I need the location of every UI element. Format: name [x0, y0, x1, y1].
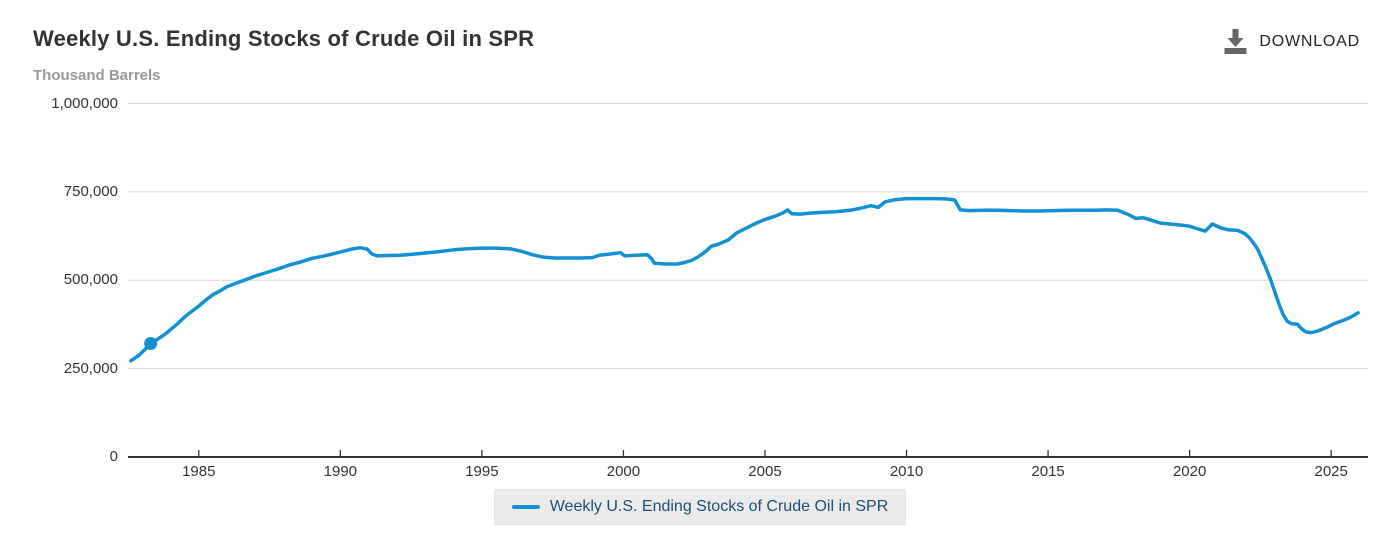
y-tick-label: 250,000	[63, 359, 118, 377]
legend-line-swatch	[511, 505, 540, 509]
download-button-label: DOWNLOAD	[1259, 32, 1360, 50]
x-tick-label: 2010	[889, 463, 924, 480]
x-tick-label: 1995	[465, 463, 499, 480]
x-tick-label: 2005	[748, 463, 782, 480]
download-icon	[1223, 28, 1248, 55]
legend-container: Weekly U.S. Ending Stocks of Crude Oil i…	[0, 489, 1400, 525]
series-point-marker[interactable]	[144, 337, 158, 351]
legend-label: Weekly U.S. Ending Stocks of Crude Oil i…	[549, 498, 889, 515]
download-button[interactable]: DOWNLOAD	[1223, 28, 1360, 55]
page-title: Weekly U.S. Ending Stocks of Crude Oil i…	[33, 26, 535, 51]
x-tick-label: 2025	[1314, 463, 1348, 480]
line-chart-canvas	[128, 103, 1368, 458]
y-axis-units-label: Thousand Barrels	[33, 67, 161, 84]
y-tick-label: 0	[109, 448, 118, 465]
y-tick-label: 1,000,000	[51, 94, 118, 112]
spr-series-line[interactable]	[129, 196, 1360, 363]
x-tick-label: 1985	[182, 463, 216, 480]
y-tick-label: 750,000	[63, 182, 118, 200]
chart-area: 0 250,000 500,000 750,000 1,000,000 1985 1990…	[51, 94, 1368, 480]
x-tick-label: 2020	[1172, 463, 1207, 480]
x-tick-label: 1990	[323, 463, 358, 480]
y-tick-label: 500,000	[63, 271, 118, 289]
legend-item-spr-series[interactable]: Weekly U.S. Ending Stocks of Crude Oil i…	[493, 489, 907, 525]
x-tick-label: 2000	[606, 463, 641, 480]
x-tick-label: 2015	[1031, 463, 1065, 480]
